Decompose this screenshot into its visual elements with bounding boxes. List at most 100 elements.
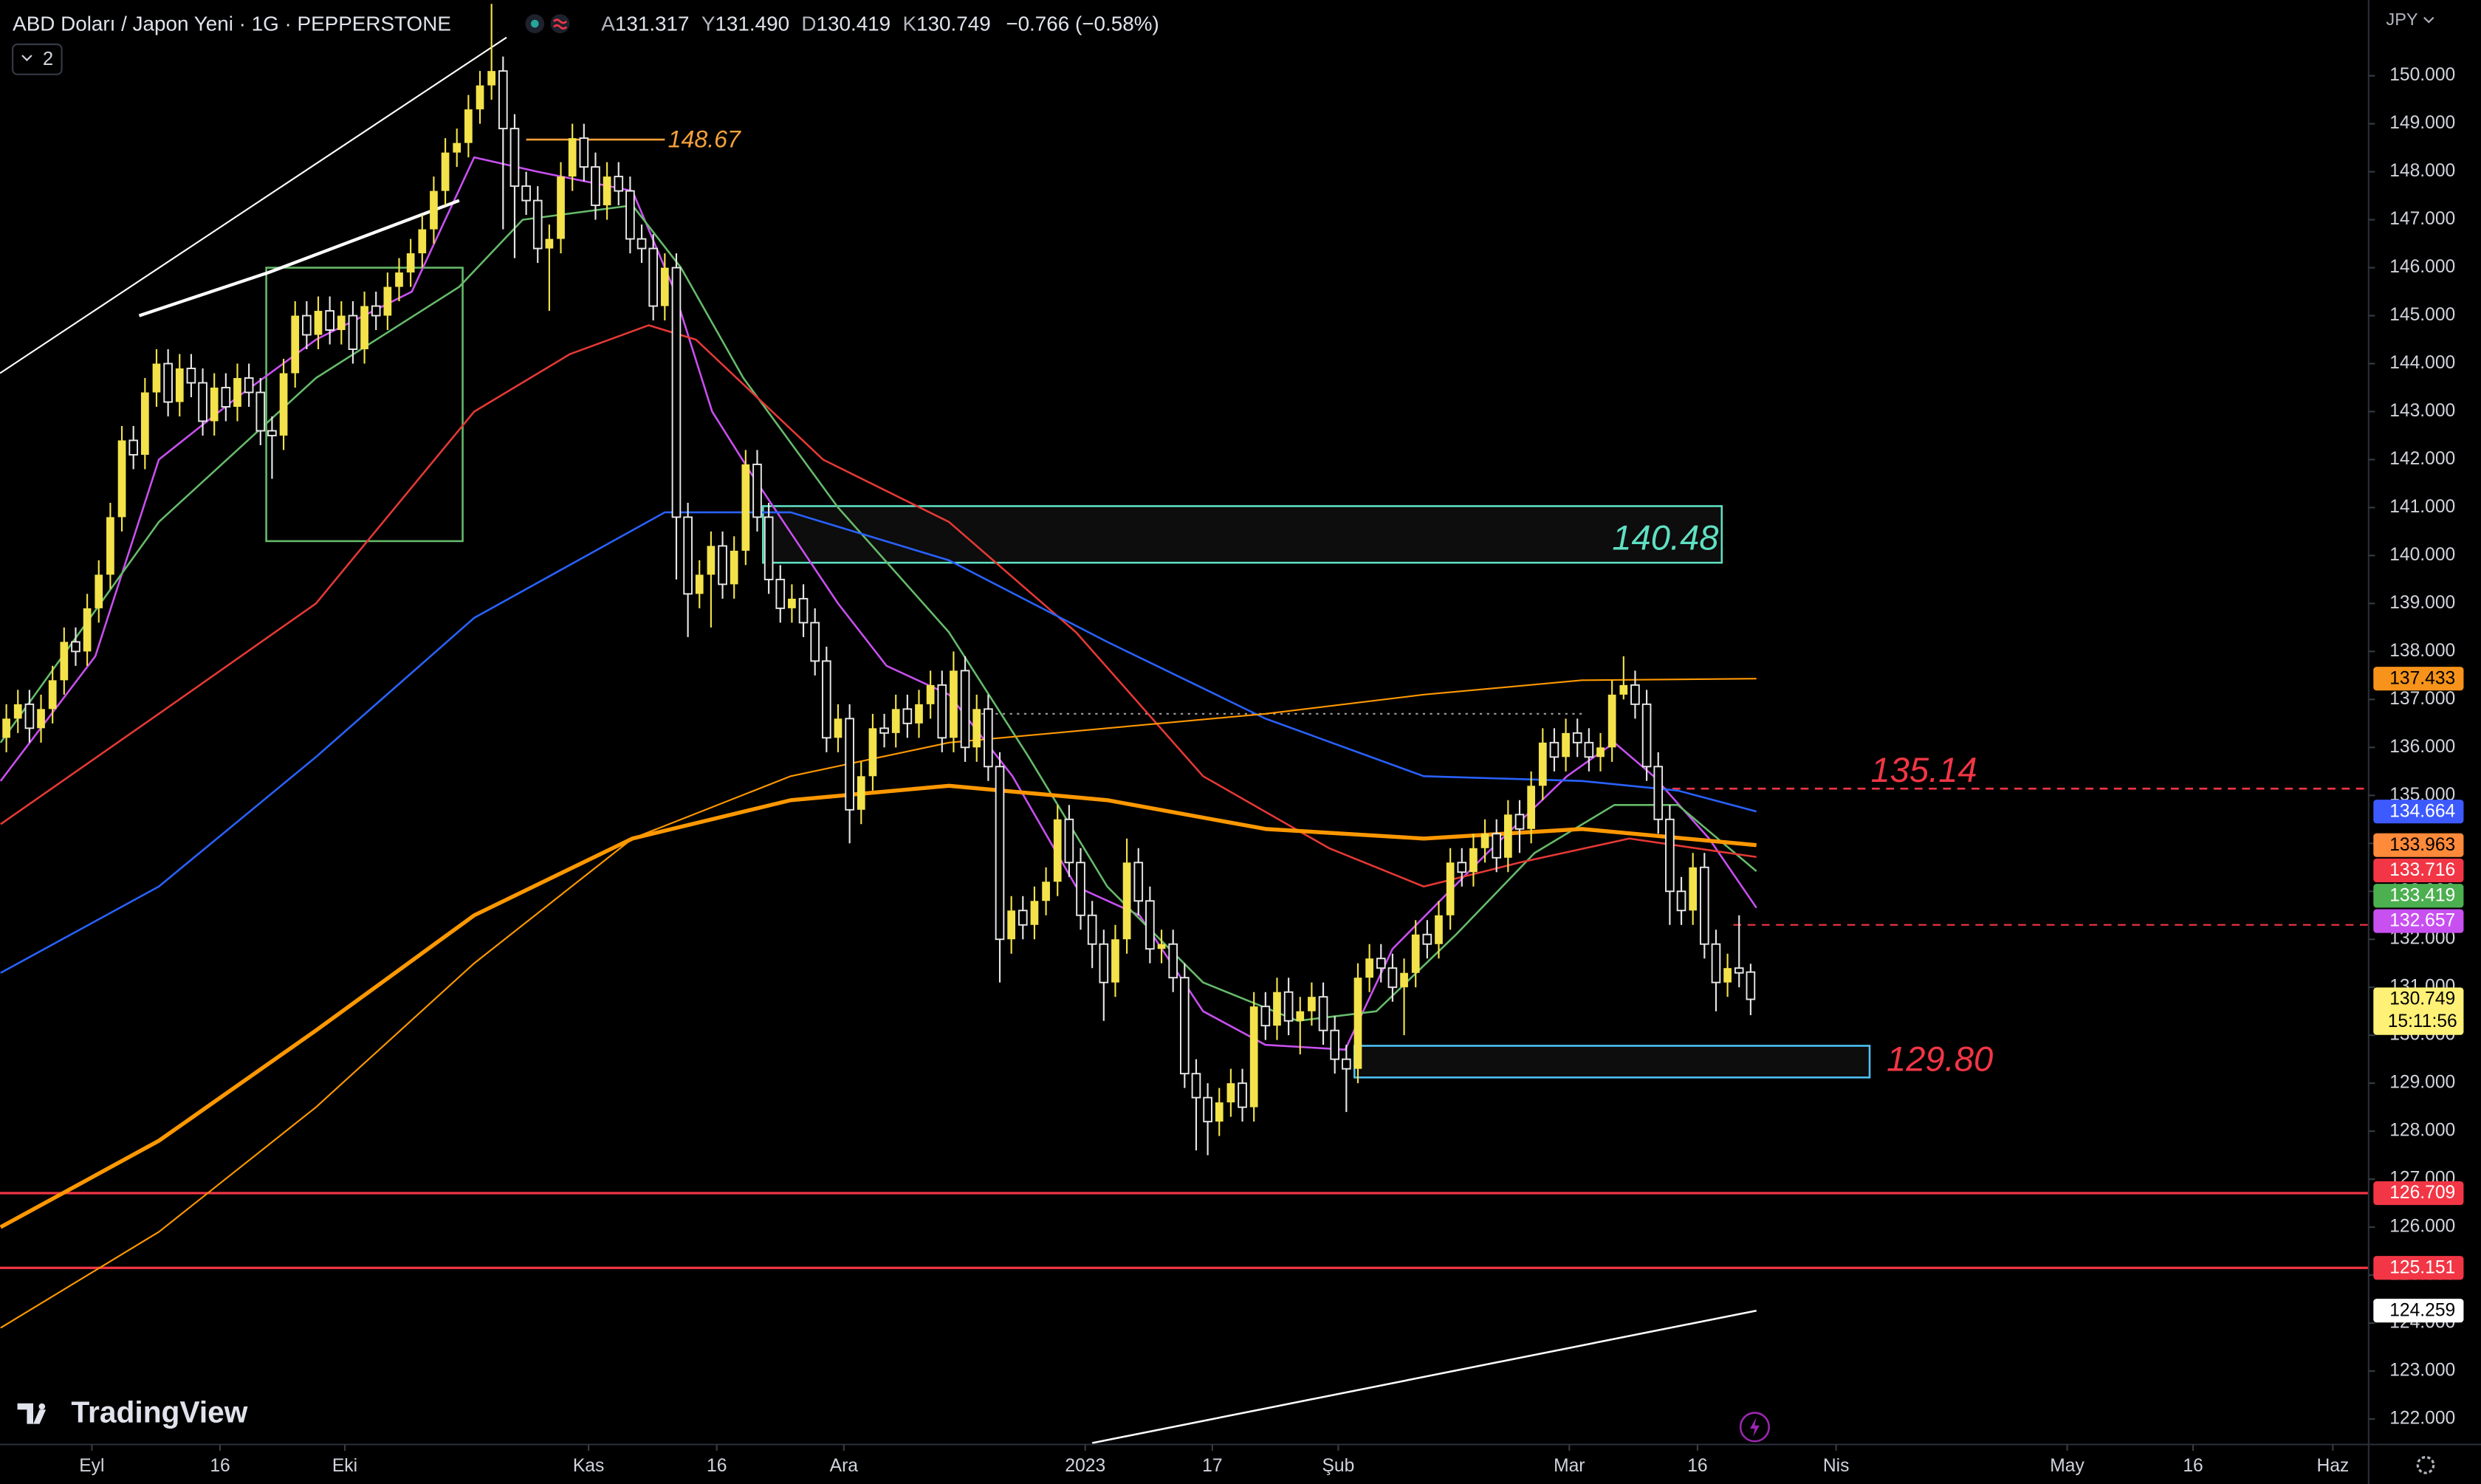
candle-body bbox=[1689, 867, 1698, 911]
candle-body bbox=[845, 718, 854, 811]
candle-body bbox=[1318, 996, 1328, 1031]
candle-body bbox=[868, 728, 877, 777]
candle-body bbox=[636, 238, 647, 250]
candle-body bbox=[707, 546, 716, 575]
candle-body bbox=[763, 516, 774, 580]
y-tick-label: 150.000 bbox=[2389, 65, 2455, 85]
candle-body bbox=[117, 440, 126, 518]
symbol-title[interactable]: ABD Doları / Japon Yeni · 1G · PEPPERSTO… bbox=[13, 13, 451, 35]
candle-body bbox=[1699, 866, 1709, 945]
candle-body bbox=[1562, 732, 1570, 758]
candle-body bbox=[476, 85, 484, 110]
y-tick-label: 147.000 bbox=[2389, 209, 2455, 229]
indicator-toggle[interactable] bbox=[12, 43, 63, 75]
price-label-text: 132.657 bbox=[2389, 911, 2455, 931]
trendline bbox=[138, 199, 460, 317]
x-tick-label: Eki bbox=[332, 1456, 357, 1476]
candle-body bbox=[1619, 684, 1628, 695]
countdown: 15:11:56 bbox=[2388, 1011, 2457, 1031]
y-tick-label: 123.000 bbox=[2389, 1361, 2455, 1381]
candle-body bbox=[1711, 943, 1721, 983]
x-tick-label: Haz bbox=[2316, 1456, 2349, 1476]
moving-average bbox=[0, 783, 1757, 1229]
chevron bbox=[21, 55, 32, 61]
ohlc-key: A bbox=[601, 13, 615, 35]
candle-body bbox=[60, 642, 69, 681]
candle-body bbox=[371, 305, 381, 317]
y-tick-label: 122.000 bbox=[2389, 1409, 2455, 1429]
candle-body bbox=[1549, 741, 1559, 758]
candle-body bbox=[71, 641, 80, 653]
price-axis bbox=[2368, 0, 2481, 1484]
x-tick-label: 16 bbox=[707, 1456, 727, 1476]
candle-body bbox=[1030, 901, 1039, 925]
price-label bbox=[2373, 909, 2464, 933]
x-tick-label: 16 bbox=[2183, 1456, 2203, 1476]
candle-body bbox=[902, 708, 913, 724]
candle-body bbox=[348, 315, 358, 350]
x-tick-label: Ara bbox=[830, 1456, 859, 1476]
y-tick-label: 126.000 bbox=[2389, 1217, 2455, 1237]
candle-body bbox=[926, 684, 935, 704]
candle-body bbox=[648, 247, 659, 307]
price-label-text: 126.709 bbox=[2389, 1183, 2455, 1203]
candle-body bbox=[325, 310, 334, 331]
settings-icon[interactable] bbox=[2416, 1455, 2435, 1474]
price-label bbox=[2373, 800, 2464, 824]
candle-body bbox=[95, 574, 103, 608]
candle-body bbox=[395, 272, 403, 287]
x-tick-label: 2023 bbox=[1065, 1456, 1105, 1476]
candle-body bbox=[1653, 766, 1664, 820]
currency[interactable]: JPY bbox=[2386, 10, 2417, 29]
candle-body bbox=[267, 430, 277, 436]
candle-body bbox=[579, 137, 589, 168]
candle-body bbox=[1676, 890, 1686, 912]
candle-body bbox=[1492, 833, 1502, 859]
candle-body bbox=[1203, 1096, 1212, 1123]
candle-body bbox=[13, 704, 22, 719]
y-tick-label: 139.000 bbox=[2389, 593, 2455, 613]
candle-body bbox=[1330, 1029, 1340, 1060]
candle-body bbox=[128, 439, 139, 456]
alert-icon[interactable] bbox=[550, 14, 570, 33]
candle-body bbox=[810, 622, 820, 662]
candle-body bbox=[24, 703, 35, 729]
candle-body bbox=[718, 545, 727, 585]
annotation-label: 135.14 bbox=[1870, 750, 1977, 789]
price-label-text: 134.664 bbox=[2389, 801, 2455, 821]
x-tick-label: 16 bbox=[1687, 1456, 1707, 1476]
zone-box bbox=[762, 505, 1723, 564]
y-tick-label: 128.000 bbox=[2389, 1121, 2455, 1141]
candle-body bbox=[1596, 747, 1605, 758]
candle-body bbox=[233, 378, 241, 407]
candle-body bbox=[83, 608, 92, 652]
y-tick-label: 148.000 bbox=[2389, 161, 2455, 181]
candle-body bbox=[775, 578, 786, 609]
y-tick-label: 145.000 bbox=[2389, 305, 2455, 325]
price-label bbox=[2373, 667, 2464, 691]
candle-body bbox=[557, 176, 565, 239]
candle-body bbox=[291, 315, 300, 374]
candle-body bbox=[464, 109, 473, 143]
candle-body bbox=[441, 152, 450, 191]
candle-body bbox=[671, 267, 682, 518]
candle-body bbox=[1157, 944, 1166, 949]
candle-body bbox=[360, 306, 368, 350]
moving-average bbox=[1091, 1309, 1757, 1444]
candle-body bbox=[683, 516, 693, 595]
ohlc-value: 131.490 bbox=[715, 13, 789, 35]
y-tick-label: 142.000 bbox=[2389, 449, 2455, 469]
candle-body bbox=[879, 727, 889, 734]
candle-body bbox=[521, 185, 531, 202]
candle-body bbox=[1099, 943, 1109, 983]
event-icon[interactable] bbox=[1739, 1412, 1770, 1443]
annotation-label: 148.67 bbox=[668, 126, 741, 153]
candle-body bbox=[730, 550, 738, 585]
price-label bbox=[2373, 1256, 2464, 1280]
candle-body bbox=[1572, 732, 1582, 743]
candle-body bbox=[1607, 694, 1616, 748]
candle-body bbox=[1422, 933, 1432, 945]
x-tick-label: 17 bbox=[1202, 1456, 1222, 1476]
candle-body bbox=[198, 382, 207, 422]
